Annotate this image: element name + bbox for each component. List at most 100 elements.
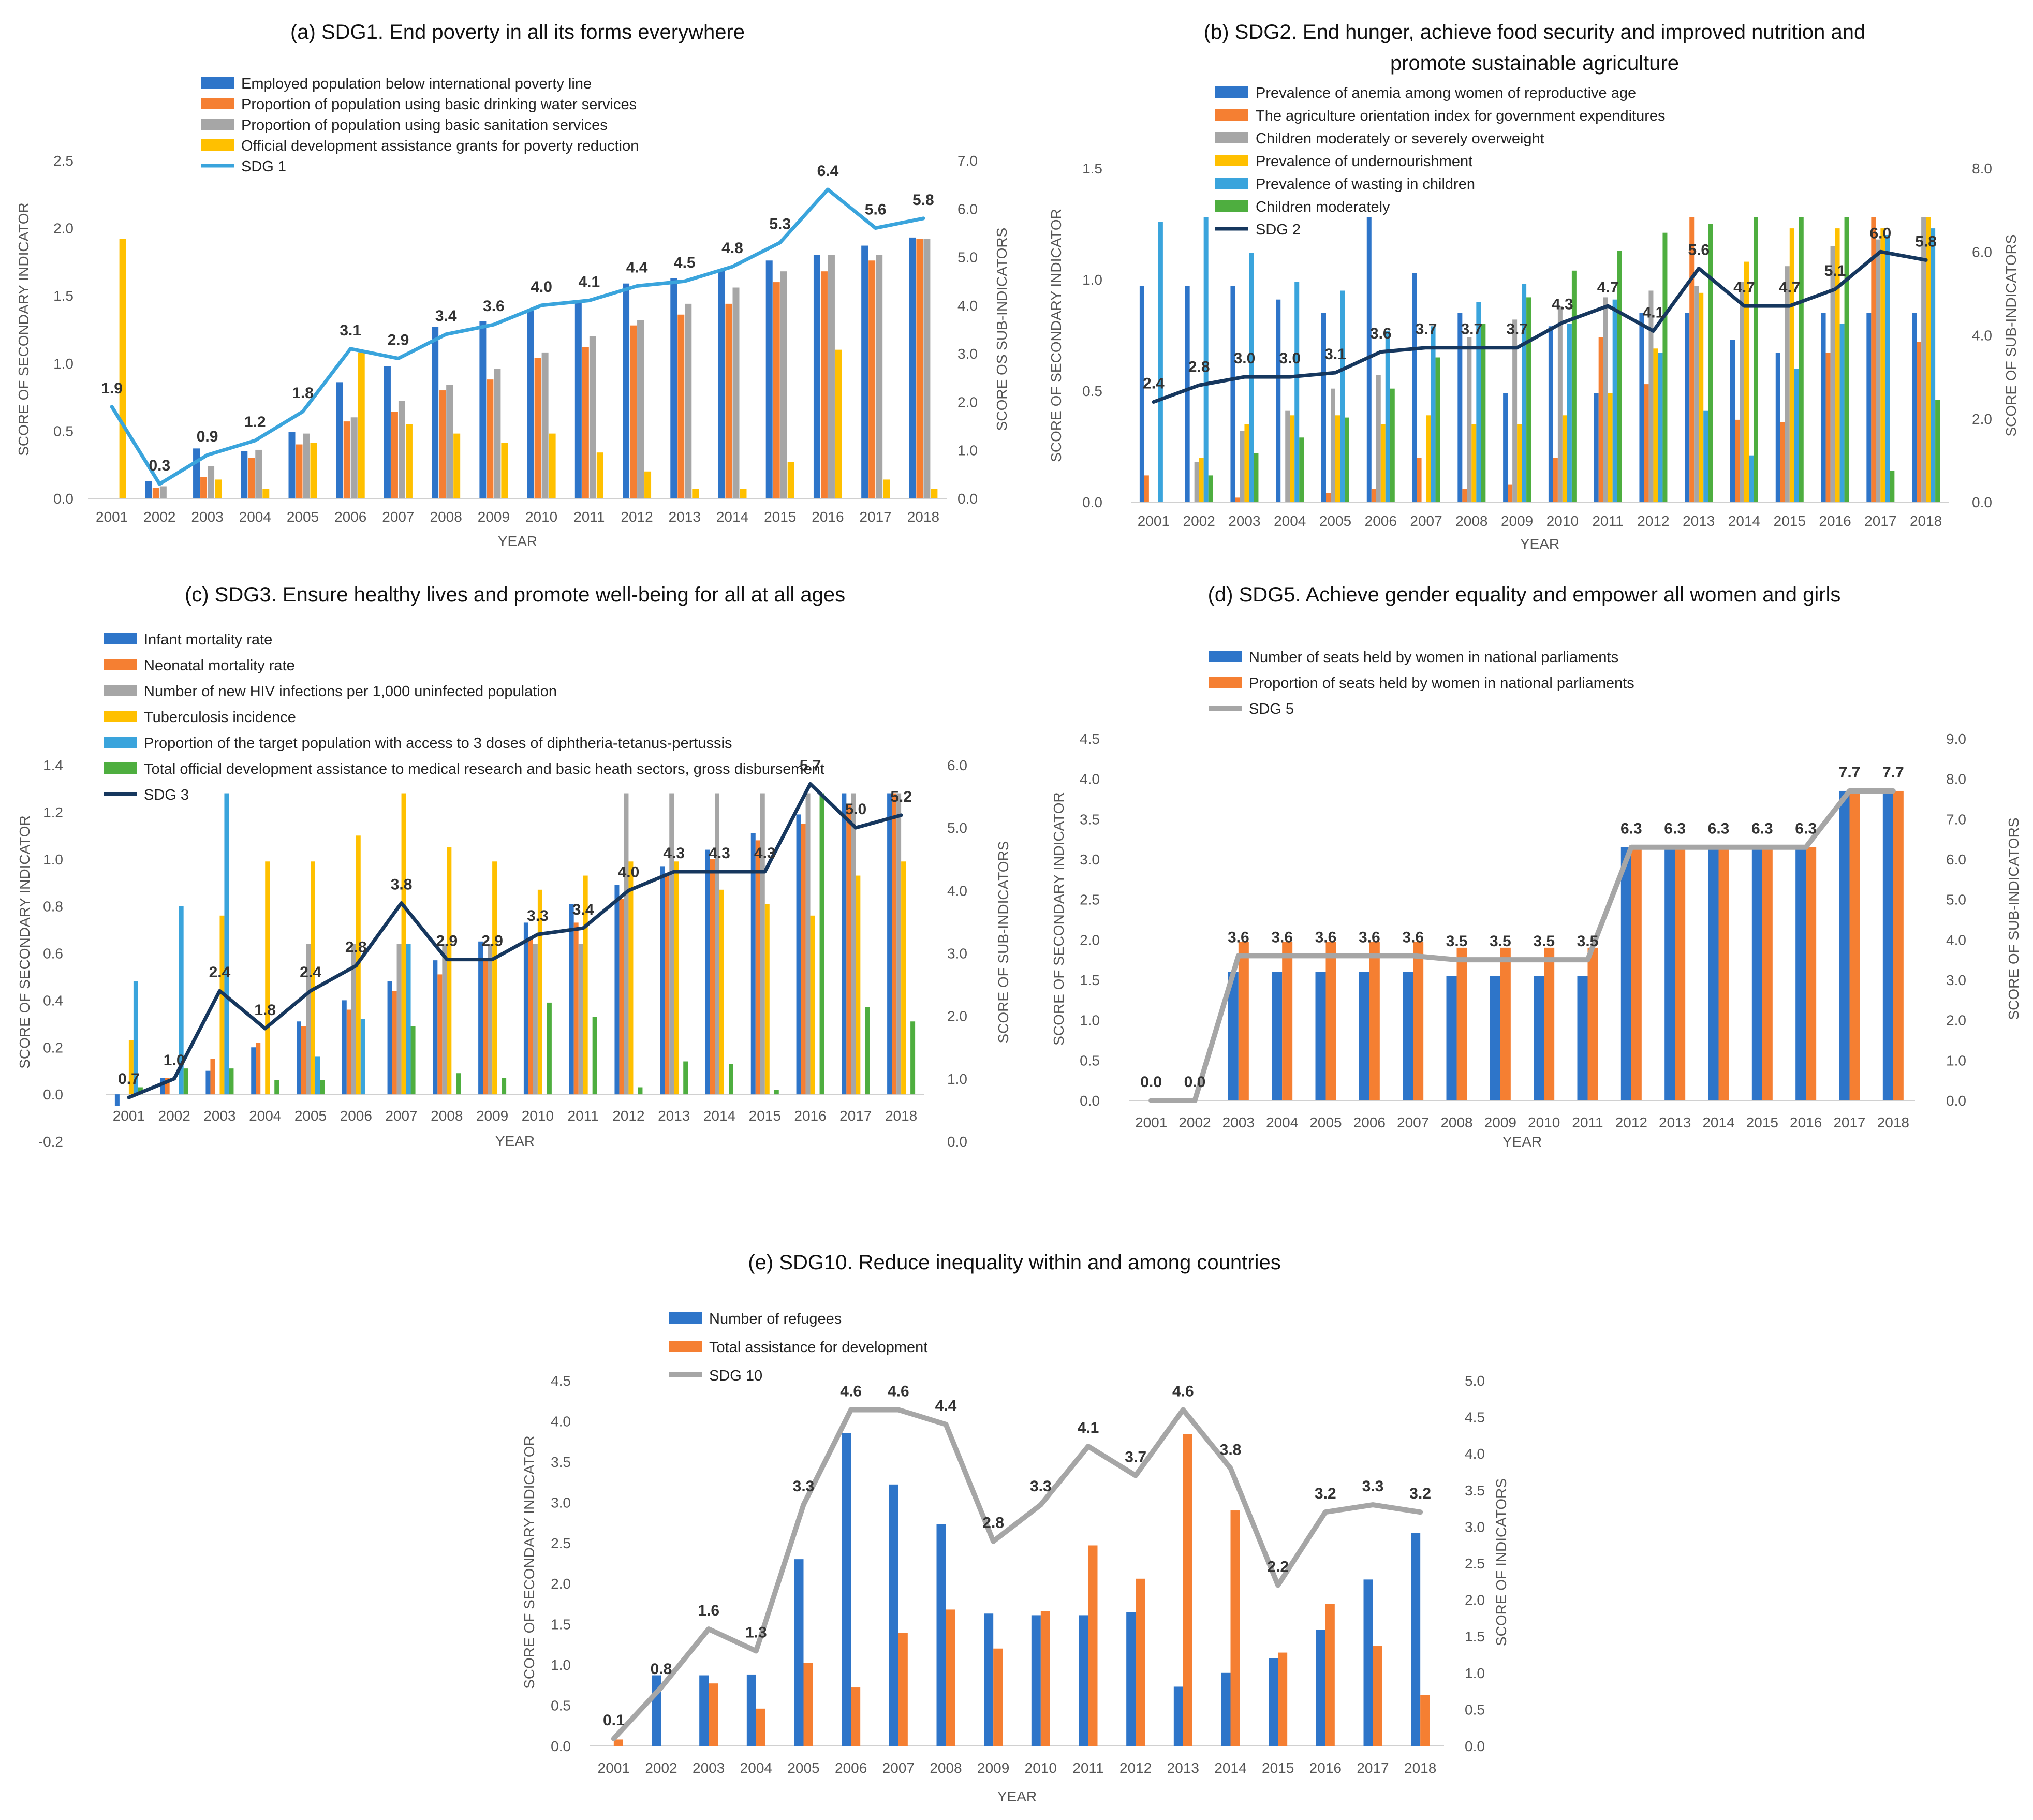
legend-label: Prevalence of wasting in children	[1256, 176, 1475, 193]
bar-a-s0	[193, 448, 200, 498]
bar-a-s2	[446, 385, 453, 498]
y-tick-label: 0.5	[551, 1698, 571, 1714]
line-data-label: 6.3	[1620, 820, 1642, 838]
y-tick-label: 2.5	[1080, 892, 1100, 908]
y-tick-label: 1.5	[1080, 972, 1100, 988]
line-data-label: 3.2	[1315, 1485, 1336, 1502]
legend-label: Neonatal mortality rate	[144, 657, 295, 674]
bar-c-s0	[614, 885, 620, 1095]
line-data-label: 5.6	[1688, 242, 1710, 259]
bar-b-s1	[1689, 217, 1695, 503]
y-tick-label: 2.5	[551, 1535, 571, 1551]
line-data-label: 3.5	[1446, 933, 1468, 950]
bar-b-s5	[1299, 437, 1304, 502]
bar-a-s0	[479, 321, 487, 498]
bar-a-s3	[405, 424, 413, 498]
x-tick-label: 2012	[1637, 513, 1669, 529]
bar-b-s2	[1694, 286, 1699, 502]
bar-b-s3	[1380, 424, 1386, 502]
y2-tick-label: 1.5	[1465, 1628, 1485, 1645]
y-tick-label: 0.0	[53, 491, 73, 507]
bar-c-s3	[128, 1040, 134, 1095]
y-tick-label: 0.0	[1080, 1093, 1100, 1109]
x-tick-label: 2007	[382, 509, 414, 525]
y-tick-label: 1.2	[43, 804, 63, 820]
bar-a-s3	[596, 452, 603, 498]
x-tick-label: 2014	[703, 1108, 735, 1124]
bar-c-s0	[523, 922, 528, 1095]
x-tick-label: 2014	[1728, 513, 1760, 529]
bar-b-s2	[1376, 375, 1381, 502]
chart-a: (a) SDG1. End poverty in all its forms e…	[16, 21, 1010, 549]
bar-a-s1	[677, 314, 685, 498]
bar-b-s3	[1653, 348, 1658, 502]
legend-swatch	[104, 633, 137, 644]
x-tick-label: 2013	[658, 1108, 690, 1124]
bar-e-s1	[1230, 1510, 1240, 1746]
line-data-label: 5.8	[1915, 233, 1937, 250]
y-axis-label: SCORE OF SECONDARY INDICATOR	[1051, 792, 1067, 1046]
bar-b-s5	[1481, 324, 1486, 502]
y2-tick-label: 0.0	[1972, 494, 1992, 510]
line-data-label: 4.7	[1779, 279, 1801, 296]
x-tick-label: 2011	[573, 509, 605, 525]
bar-d-s0	[1620, 847, 1631, 1100]
bar-c-s0	[842, 793, 847, 1095]
bar-e-s1	[1278, 1652, 1288, 1746]
bar-c-s3	[719, 889, 724, 1095]
legend-swatch	[104, 711, 137, 722]
legend-label: Children moderately or severely overweig…	[1256, 130, 1544, 147]
bar-c-s1	[392, 991, 397, 1095]
bar-b-s3	[1471, 424, 1477, 502]
bar-b-s1	[1553, 458, 1558, 502]
bar-b-s4	[1476, 302, 1481, 502]
bar-b-s0	[1321, 313, 1326, 502]
bar-d-s1	[1762, 847, 1773, 1100]
y-tick-label: 0.0	[43, 1087, 63, 1103]
y2-tick-label: 2.5	[1465, 1555, 1485, 1572]
x-tick-label: 2001	[1138, 513, 1170, 529]
line-data-label: 5.8	[912, 192, 934, 209]
line-data-label: 0.1	[603, 1712, 625, 1729]
bar-d-s1	[1544, 947, 1555, 1100]
x-tick-label: 2018	[907, 509, 939, 525]
y-tick-label: 1.0	[43, 852, 63, 868]
bar-c-s2	[896, 793, 902, 1095]
bar-c-s4	[133, 981, 138, 1095]
x-tick-label: 2016	[794, 1108, 826, 1124]
x-tick-label: 2018	[1404, 1760, 1436, 1776]
bar-b-s3	[1789, 228, 1794, 503]
bar-b-s3	[1608, 393, 1613, 502]
legend-label: Children moderately	[1256, 199, 1390, 215]
x-tick-label: 2017	[1833, 1114, 1865, 1131]
bar-a-s0	[909, 237, 916, 498]
line-data-label: 2.4	[209, 964, 231, 981]
bar-d-s0	[1795, 847, 1806, 1100]
bar-b-s0	[1639, 313, 1644, 502]
bar-c-s0	[750, 833, 756, 1095]
x-tick-label: 2003	[191, 509, 223, 525]
y2-tick-label: 6.0	[1972, 244, 1992, 260]
bar-b-s2	[1830, 246, 1835, 502]
bar-b-s2	[1467, 337, 1472, 502]
bar-a-s2	[685, 303, 692, 498]
bar-b-s4	[1567, 324, 1572, 502]
y-tick-label: 4.5	[551, 1373, 571, 1389]
bar-a-s2	[732, 287, 740, 498]
x-tick-label: 2015	[1746, 1114, 1778, 1131]
x-tick-label: 2011	[1593, 513, 1624, 529]
bar-c-s5	[274, 1080, 279, 1095]
y2-tick-label: 3.5	[1465, 1483, 1485, 1499]
bar-b-s5	[1799, 217, 1804, 503]
bar-e-s0	[984, 1613, 994, 1746]
bar-e-s1	[1373, 1646, 1382, 1746]
x-tick-label: 2008	[431, 1108, 463, 1124]
x-tick-label: 2009	[1501, 513, 1533, 529]
bar-c-s3	[537, 889, 542, 1095]
bar-e-s1	[851, 1687, 861, 1746]
bar-a-s2	[208, 466, 215, 498]
legend-label: The agriculture orientation index for go…	[1256, 108, 1666, 124]
line-data-label: 6.4	[817, 163, 839, 180]
bar-d-s0	[1577, 976, 1588, 1100]
